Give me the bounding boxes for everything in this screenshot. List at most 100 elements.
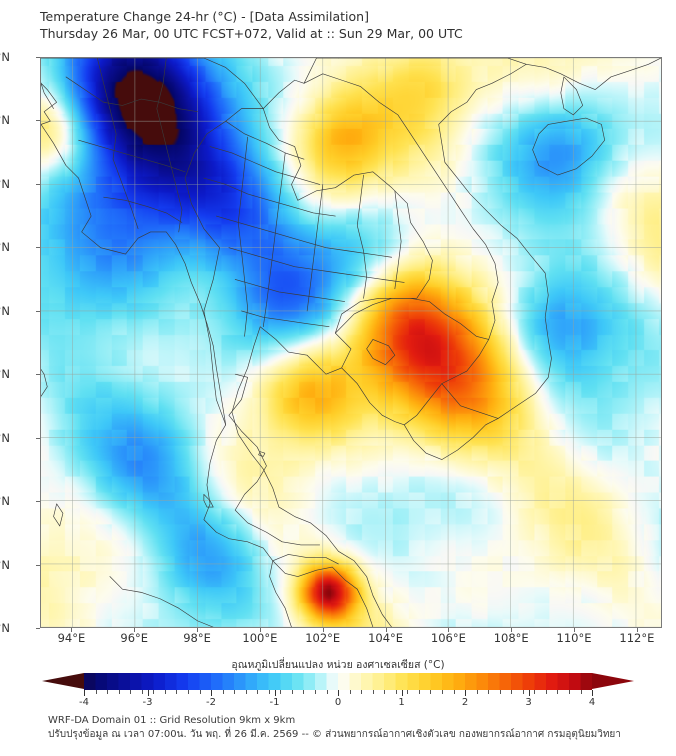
ytick-label-8: 8°N	[0, 494, 10, 509]
ytick-mark-18	[36, 183, 40, 185]
colorbar-block: อุณหภูมิเปลี่ยนแปลง หน่วย องศาเซลเซียส (…	[0, 656, 676, 708]
colorbar-minor-tick	[199, 690, 201, 694]
colorbar-minor-tick	[430, 690, 432, 694]
ytick-mark-8	[36, 501, 40, 503]
colorbar-tick-label-1: 1	[398, 697, 405, 708]
xtick-mark-100	[259, 628, 261, 632]
ytick-label-12: 12°N	[0, 367, 10, 382]
colorbar-minor-tick	[291, 690, 293, 694]
ytick-mark-12	[36, 374, 40, 376]
colorbar-minor-tick	[326, 690, 328, 694]
xtick-mark-108	[511, 628, 513, 632]
colorbar-minor-tick	[407, 690, 409, 694]
colorbar-tick-3	[528, 690, 530, 696]
colorbar-tick-label--1: -1	[269, 697, 280, 708]
colorbar-minor-tick	[314, 690, 316, 694]
xtick-label-104: 104°E	[368, 631, 404, 645]
temperature-anomaly-field	[41, 58, 661, 627]
ytick-mark-4	[36, 628, 40, 629]
xtick-mark-104	[385, 628, 387, 632]
colorbar-tick-label-3: 3	[525, 697, 532, 708]
xtick-label-98: 98°E	[183, 631, 211, 645]
xtick-label-112: 112°E	[619, 631, 655, 645]
colorbar-tick-label-4: 4	[588, 697, 596, 708]
colorbar-minor-tick	[534, 690, 536, 694]
ytick-label-4: 4°N	[0, 621, 10, 635]
colorbar-tick--4	[84, 690, 85, 696]
colorbar: -4 -3 -2 -1 0 1 2 3 4	[42, 673, 634, 708]
colorbar-minor-tick	[372, 690, 374, 694]
ytick-mark-14	[36, 310, 40, 312]
xtick-label-100: 100°E	[242, 631, 278, 645]
colorbar-minor-tick	[349, 690, 351, 694]
colorbar-tick--3	[147, 690, 149, 696]
xtick-label-94: 94°E	[57, 631, 86, 645]
colorbar-tick--1	[274, 690, 276, 696]
ytick-label-10: 10°N	[0, 430, 10, 445]
colorbar-minor-tick	[384, 690, 386, 694]
ytick-mark-10	[36, 437, 40, 439]
colorbar-minor-tick	[245, 690, 247, 694]
xtick-mark-98	[197, 628, 199, 632]
colorbar-minor-tick	[95, 690, 97, 694]
colorbar-minor-tick	[130, 690, 132, 694]
ytick-label-22: 22°N	[0, 50, 10, 64]
colorbar-tick-2	[465, 690, 466, 696]
xtick-label-106: 106°E	[430, 631, 466, 645]
colorbar-minor-tick	[234, 690, 236, 694]
xtick-label-110: 110°E	[556, 631, 592, 645]
colorbar-minor-tick	[511, 690, 513, 694]
ytick-mark-20	[36, 120, 40, 122]
footer-model-info: WRF-DA Domain 01 :: Grid Resolution 9km …	[48, 715, 296, 726]
ytick-label-6: 6°N	[0, 557, 10, 572]
xtick-mark-112	[636, 628, 638, 632]
ytick-label-16: 16°N	[0, 240, 10, 255]
colorbar-max-arrow	[592, 673, 634, 689]
colorbar-minor-tick	[268, 690, 270, 694]
xtick-mark-110	[574, 628, 576, 632]
plot-frame	[40, 57, 662, 628]
colorbar-minor-tick	[522, 690, 524, 694]
xtick-mark-96	[134, 628, 136, 632]
chart-subtitle: Thursday 26 Mar, 00 UTC FCST+072, Valid …	[40, 26, 463, 41]
colorbar-minor-tick	[580, 690, 582, 694]
colorbar-minor-tick	[557, 690, 559, 694]
ytick-label-18: 18°N	[0, 176, 10, 191]
colorbar-tick-label--4: -4	[79, 697, 89, 708]
xtick-label-96: 96°E	[120, 631, 149, 645]
colorbar-minor-tick	[257, 690, 259, 694]
map-plot-area[interactable]	[40, 57, 662, 628]
colorbar-minor-tick	[488, 690, 490, 694]
colorbar-minor-tick	[395, 690, 397, 694]
ytick-mark-6	[36, 564, 40, 566]
colorbar-label: อุณหภูมิเปลี่ยนแปลง หน่วย องศาเซลเซียส (…	[231, 659, 445, 671]
colorbar-minor-tick	[499, 690, 501, 694]
colorbar-minor-tick	[107, 690, 109, 694]
footer-credit: ปรับปรุงข้อมูล ณ เวลา 07:00น. วัน พฤ. ที…	[48, 729, 621, 740]
colorbar-minor-tick	[153, 690, 155, 694]
ytick-label-20: 20°N	[0, 113, 10, 128]
colorbar-minor-tick	[222, 690, 224, 694]
colorbar-tick-4	[592, 690, 593, 696]
colorbar-minor-tick	[441, 690, 443, 694]
colorbar-minor-tick	[176, 690, 178, 694]
colorbar-minor-tick	[187, 690, 189, 694]
title-block: Temperature Change 24-hr (°C) - [Data As…	[40, 8, 660, 42]
xtick-label-108: 108°E	[493, 631, 529, 645]
xtick-mark-106	[448, 628, 450, 632]
colorbar-minor-tick	[453, 690, 455, 694]
colorbar-tick--2	[211, 690, 212, 696]
colorbar-minor-tick	[476, 690, 478, 694]
ytick-mark-22	[36, 57, 40, 58]
xtick-label-102: 102°E	[305, 631, 341, 645]
colorbar-minor-tick	[545, 690, 547, 694]
colorbar-tick-1	[401, 690, 403, 696]
colorbar-tick-label--2: -2	[206, 697, 216, 708]
colorbar-minor-tick	[418, 690, 420, 694]
xtick-mark-94	[71, 628, 73, 632]
ytick-label-14: 14°N	[0, 303, 10, 318]
colorbar-tick-label-0: 0	[334, 697, 342, 708]
colorbar-minor-tick	[280, 690, 282, 694]
colorbar-minor-tick	[164, 690, 166, 694]
colorbar-minor-tick	[303, 690, 305, 694]
